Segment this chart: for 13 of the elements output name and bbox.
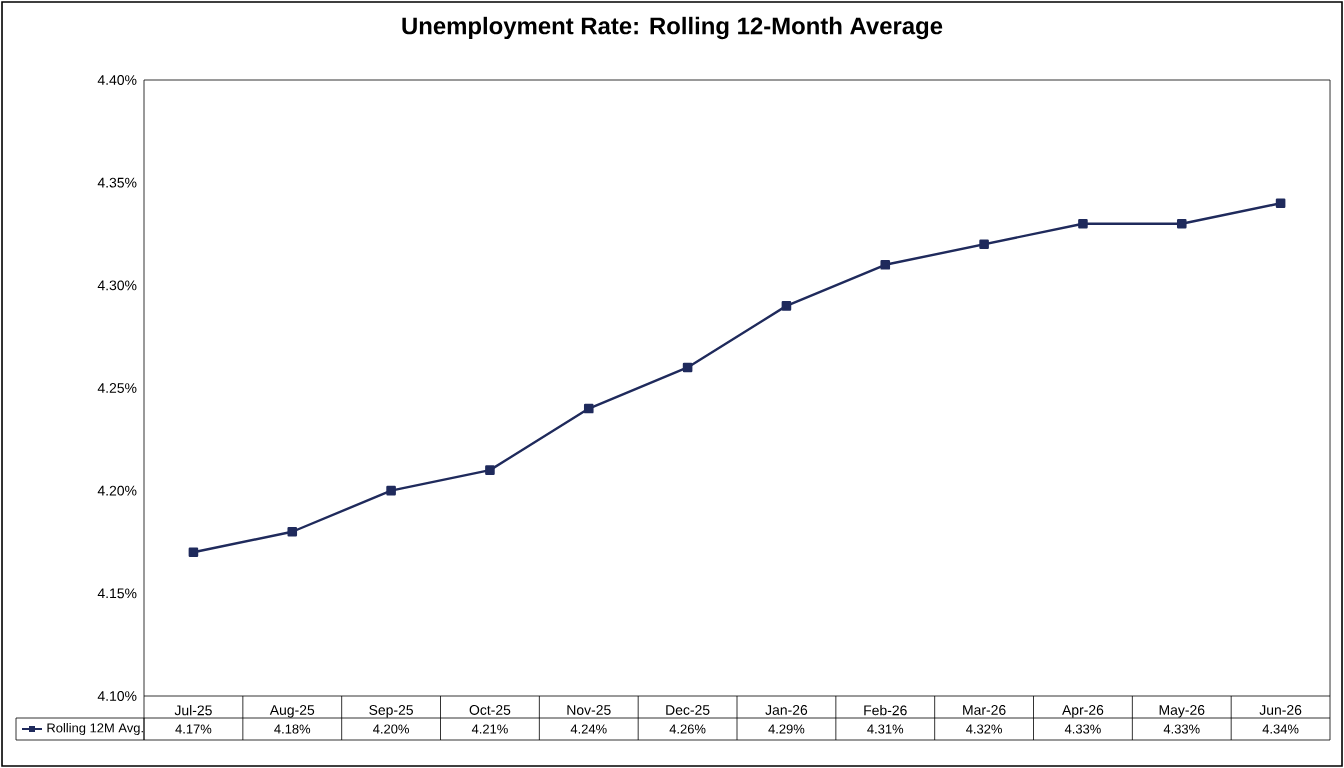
point	[979, 239, 989, 250]
point	[386, 485, 396, 496]
point	[1176, 218, 1187, 229]
point	[287, 526, 298, 537]
point	[188, 547, 199, 558]
point	[485, 465, 495, 475]
point	[583, 403, 594, 414]
chart-title: Unemployment Rate: Rolling 12-Month Average	[402, 16, 943, 40]
point	[781, 301, 792, 311]
point	[1275, 198, 1286, 208]
point	[682, 362, 693, 373]
point	[1078, 218, 1088, 229]
point	[880, 260, 891, 270]
